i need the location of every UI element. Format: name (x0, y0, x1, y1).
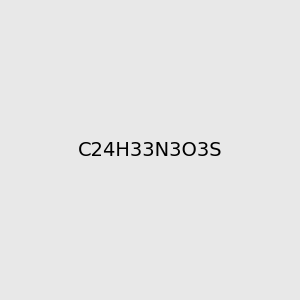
Text: C24H33N3O3S: C24H33N3O3S (78, 140, 222, 160)
